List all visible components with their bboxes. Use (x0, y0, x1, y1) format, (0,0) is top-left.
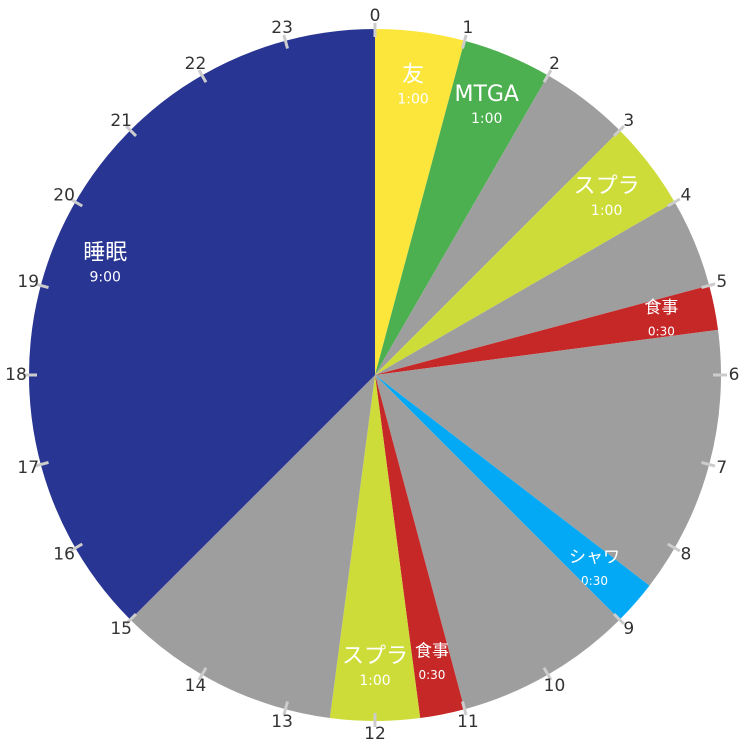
tick-mark (701, 282, 716, 289)
tick-label: 1 (463, 18, 474, 38)
slice-label: 睡眠 (83, 240, 127, 265)
slice-label: 食事 (415, 641, 449, 661)
value-label: 0:30 (418, 668, 445, 682)
pie-slice (375, 130, 675, 375)
tick-label: 3 (623, 111, 634, 131)
tick-mark (666, 197, 681, 208)
tick-mark (34, 282, 49, 289)
pie-slice (375, 375, 650, 620)
tick-mark (125, 125, 138, 138)
pie-slice (375, 40, 548, 375)
tick-label: 12 (364, 724, 386, 744)
tick-mark (612, 612, 625, 625)
pie-slice (29, 29, 375, 620)
tick-label: 5 (716, 272, 727, 292)
tick-label: 4 (680, 186, 691, 206)
tick-mark (461, 701, 468, 716)
value-label: 1:00 (359, 673, 390, 689)
tick-mark (125, 612, 138, 625)
tick-label: 20 (53, 186, 75, 206)
pie-slice (329, 375, 421, 722)
pie-slice (375, 202, 710, 375)
tick-label: 10 (544, 676, 566, 696)
pie-slice (375, 75, 620, 375)
slice-label: 友 (402, 62, 424, 87)
tick-mark (701, 461, 716, 468)
pie-slice (375, 29, 465, 375)
tick-mark (197, 666, 208, 681)
tick-label: 17 (17, 458, 39, 478)
tick-label: 16 (53, 545, 75, 565)
tick-mark (282, 701, 289, 716)
tick-label: 21 (110, 111, 132, 131)
tick-label: 22 (185, 54, 207, 74)
tick-mark (542, 666, 553, 681)
pie-slice (375, 375, 465, 719)
pie-slice (375, 375, 620, 710)
tick-label: 8 (680, 545, 691, 565)
value-label: 1:00 (591, 203, 622, 219)
pie-slice (375, 329, 721, 586)
tick-label: 14 (185, 676, 207, 696)
slice-label: MTGA (454, 82, 519, 107)
value-label: 9:00 (90, 269, 121, 285)
pie-slice (375, 285, 719, 375)
tick-label: 0 (370, 6, 381, 26)
value-label: 1:00 (471, 111, 502, 127)
value-label: 1:00 (397, 91, 428, 107)
tick-label: 6 (729, 365, 740, 385)
slice-label: 食事 (644, 298, 678, 318)
slice-label: スプラ (342, 644, 408, 669)
tick-mark (197, 69, 208, 84)
tick-mark (69, 197, 84, 208)
tick-label: 9 (623, 619, 634, 639)
tick-label: 2 (549, 54, 560, 74)
tick-label: 15 (110, 619, 132, 639)
tick-label: 23 (271, 18, 293, 38)
value-label: 0:30 (648, 325, 675, 339)
tick-mark (666, 542, 681, 553)
tick-label: 7 (716, 458, 727, 478)
tick-mark (69, 542, 84, 553)
tick-mark (34, 461, 49, 468)
tick-label: 11 (457, 712, 479, 732)
tick-label: 18 (5, 365, 27, 385)
tick-mark (542, 69, 553, 84)
slice-label: スプラ (574, 174, 640, 199)
pie-slice (130, 375, 375, 719)
tick-label: 19 (17, 272, 39, 292)
tick-mark (282, 34, 289, 49)
tick-mark (461, 34, 468, 49)
value-label: 0:30 (581, 574, 608, 588)
slice-label: シャワ (569, 548, 620, 568)
tick-mark (612, 125, 625, 138)
tick-label: 13 (271, 712, 293, 732)
